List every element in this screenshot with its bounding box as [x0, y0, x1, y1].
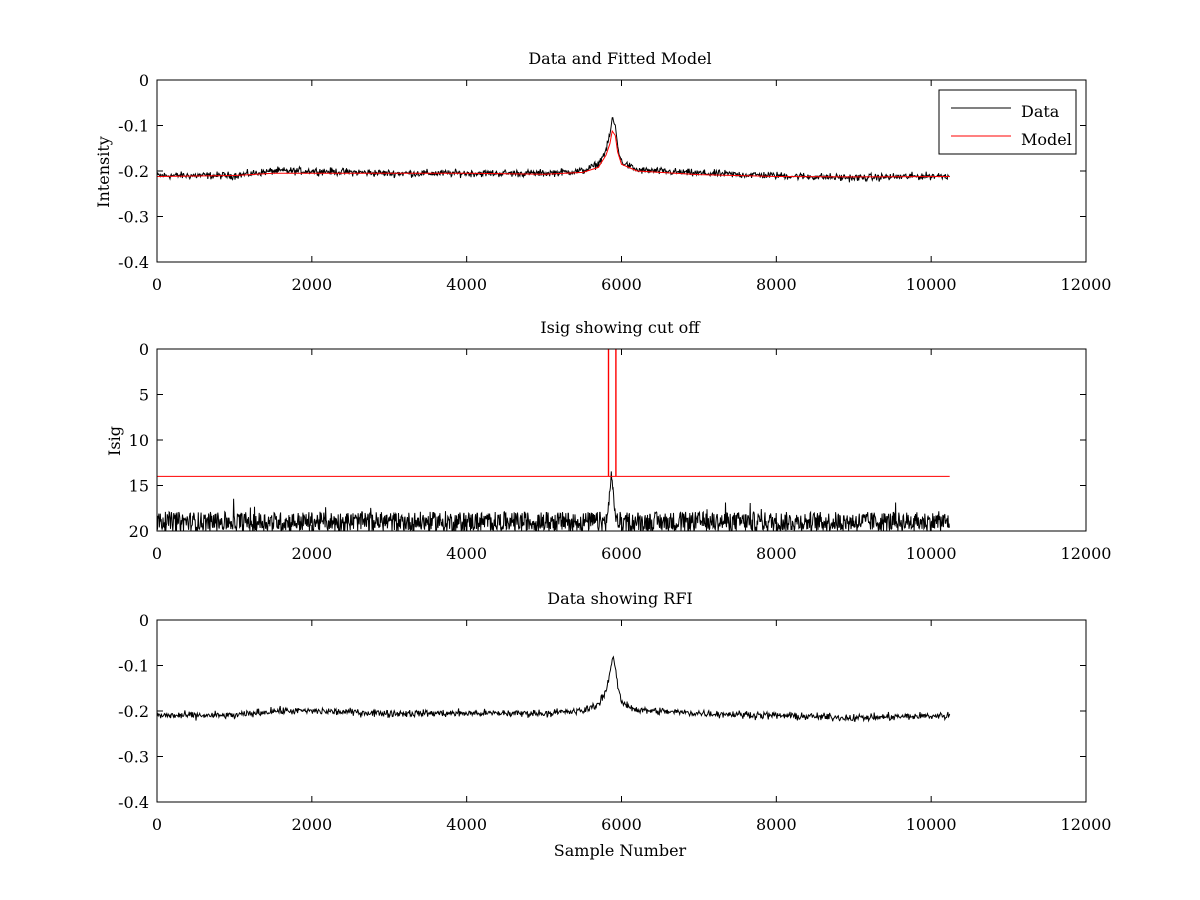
y-tick-label: -0.1: [118, 117, 149, 136]
subplot-3-xlabel: Sample Number: [554, 841, 687, 860]
subplot-2-ylabel: Isig: [105, 426, 124, 456]
subplot-3-title: Data showing RFI: [547, 589, 692, 608]
series-layer: [157, 349, 950, 531]
x-tick-label: 12000: [1061, 544, 1112, 563]
series-layer: [157, 655, 951, 723]
x-tick-label: 6000: [601, 544, 642, 563]
x-tick-label: 6000: [601, 275, 642, 294]
x-tick-label: 10000: [906, 275, 957, 294]
legend-label-model: Model: [1021, 130, 1072, 149]
x-tick-label: 4000: [446, 815, 487, 834]
subplot-1-ylabel: Intensity: [94, 136, 113, 208]
subplot-data-and-fitted-model: Data and Fitted Model Intensity 0 2000 400…: [94, 49, 1111, 294]
x-tick-label: 12000: [1061, 275, 1112, 294]
subplot-1-title: Data and Fitted Model: [528, 49, 711, 68]
subplot-data-showing-rfi: Data showing RFI 0 2000 4000 6000 8000 10000 1…: [118, 589, 1111, 860]
series-line-series-2: [157, 349, 950, 477]
subplot-2-title: Isig showing cut off: [540, 318, 701, 337]
x-tick-label: 8000: [756, 275, 797, 294]
x-tick-label: 8000: [756, 815, 797, 834]
y-tick-label: 0: [139, 71, 149, 90]
y-tick-label: 20: [129, 522, 149, 541]
subplot-isig-showing-cut-off: Isig showing cut off Isig 0 2000 4000 6000 8…: [105, 318, 1111, 563]
x-tick-label: 2000: [291, 544, 332, 563]
x-tick-label: 8000: [756, 544, 797, 563]
series-line-series-1: [157, 471, 950, 531]
x-tick-label: 0: [152, 275, 162, 294]
y-tick-label: -0.4: [118, 793, 149, 812]
series-layer: [157, 116, 951, 183]
x-tick-label: 0: [152, 544, 162, 563]
series-line-model: [157, 129, 950, 178]
x-tick-label: 4000: [446, 544, 487, 563]
subplot-1-legend: Data Model: [938, 89, 1077, 155]
x-tick-label: 0: [152, 815, 162, 834]
y-tick-label: 0: [139, 611, 149, 630]
y-tick-label: 0: [139, 340, 149, 359]
y-tick-label: -0.4: [118, 253, 149, 272]
y-tick-label: 10: [129, 431, 149, 450]
y-tick-label: -0.1: [118, 657, 149, 676]
y-tick-label: -0.3: [118, 208, 149, 227]
x-tick-label: 6000: [601, 815, 642, 834]
x-tick-label: 10000: [906, 544, 957, 563]
y-tick-label: -0.2: [118, 162, 149, 181]
x-tick-label: 2000: [291, 815, 332, 834]
x-tick-label: 10000: [906, 815, 957, 834]
subplot-1-plot-area: 0 2000 4000 6000 8000 10000 12000 0 -0.1 -0.2 -0.3…: [118, 71, 1111, 294]
x-tick-label: 12000: [1061, 815, 1112, 834]
legend-label-data: Data: [1021, 102, 1060, 121]
x-tick-label: 2000: [291, 275, 332, 294]
subplot-3-plot-area: 0 2000 4000 6000 8000 10000 12000 0 -0.1 -0.2 -0.3…: [118, 611, 1111, 834]
y-tick-label: 15: [129, 477, 149, 496]
y-tick-label: 5: [139, 386, 149, 405]
y-tick-label: -0.2: [118, 702, 149, 721]
legend-box: [938, 89, 1077, 155]
series-line-series-1: [157, 655, 951, 723]
x-tick-label: 4000: [446, 275, 487, 294]
y-tick-label: -0.3: [118, 748, 149, 767]
subplot-2-plot-area: 0 2000 4000 6000 8000 10000 12000 0 5 10 15 20: [129, 340, 1112, 563]
